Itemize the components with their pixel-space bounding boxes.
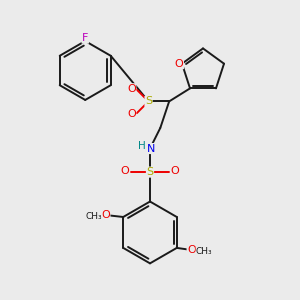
Text: O: O (127, 84, 136, 94)
Text: O: O (121, 167, 129, 176)
Text: O: O (101, 210, 110, 220)
Text: S: S (146, 167, 154, 177)
Text: O: O (187, 245, 196, 255)
Text: S: S (145, 96, 152, 106)
Text: F: F (82, 33, 88, 43)
Text: O: O (171, 167, 179, 176)
Text: CH₃: CH₃ (196, 247, 212, 256)
Text: N: N (147, 143, 156, 154)
Text: O: O (175, 59, 183, 69)
Text: H: H (138, 141, 146, 151)
Text: O: O (127, 109, 136, 119)
Text: CH₃: CH₃ (85, 212, 102, 221)
